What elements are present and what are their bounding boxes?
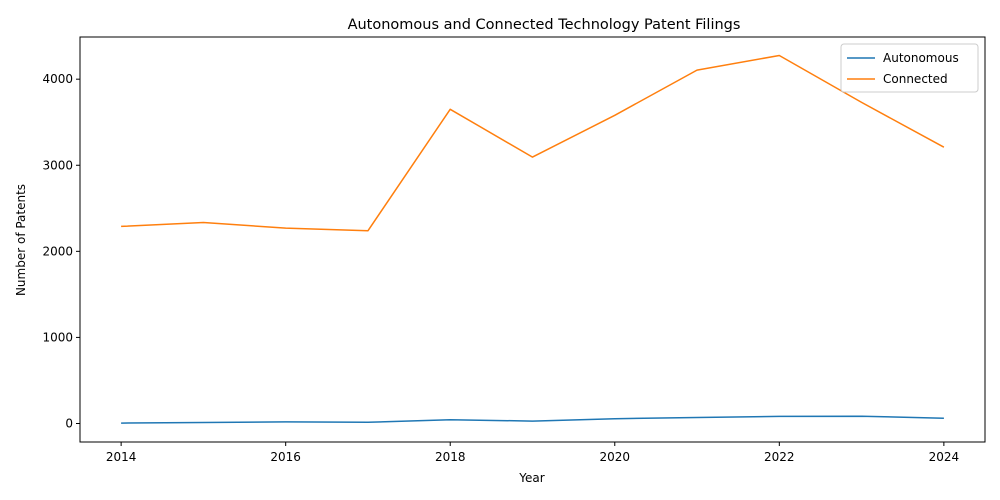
x-tick-label: 2014 (106, 450, 137, 464)
legend-label-connected: Connected (883, 72, 948, 86)
y-tick-label: 0 (65, 416, 73, 430)
x-tick-label: 2024 (929, 450, 960, 464)
legend: Autonomous Connected (841, 44, 978, 92)
x-tick-label: 2018 (435, 450, 466, 464)
x-axis-title: Year (518, 471, 544, 485)
y-tick-label: 2000 (42, 244, 73, 258)
y-axis-title: Number of Patents (14, 184, 28, 296)
x-tick-label: 2020 (599, 450, 630, 464)
x-tick-label: 2016 (270, 450, 301, 464)
x-tick-label: 2022 (764, 450, 795, 464)
y-tick-label: 4000 (42, 72, 73, 86)
legend-label-autonomous: Autonomous (883, 51, 959, 65)
chart-title: Autonomous and Connected Technology Pate… (348, 17, 741, 33)
y-tick-label: 3000 (42, 158, 73, 172)
y-tick-label: 1000 (42, 330, 73, 344)
